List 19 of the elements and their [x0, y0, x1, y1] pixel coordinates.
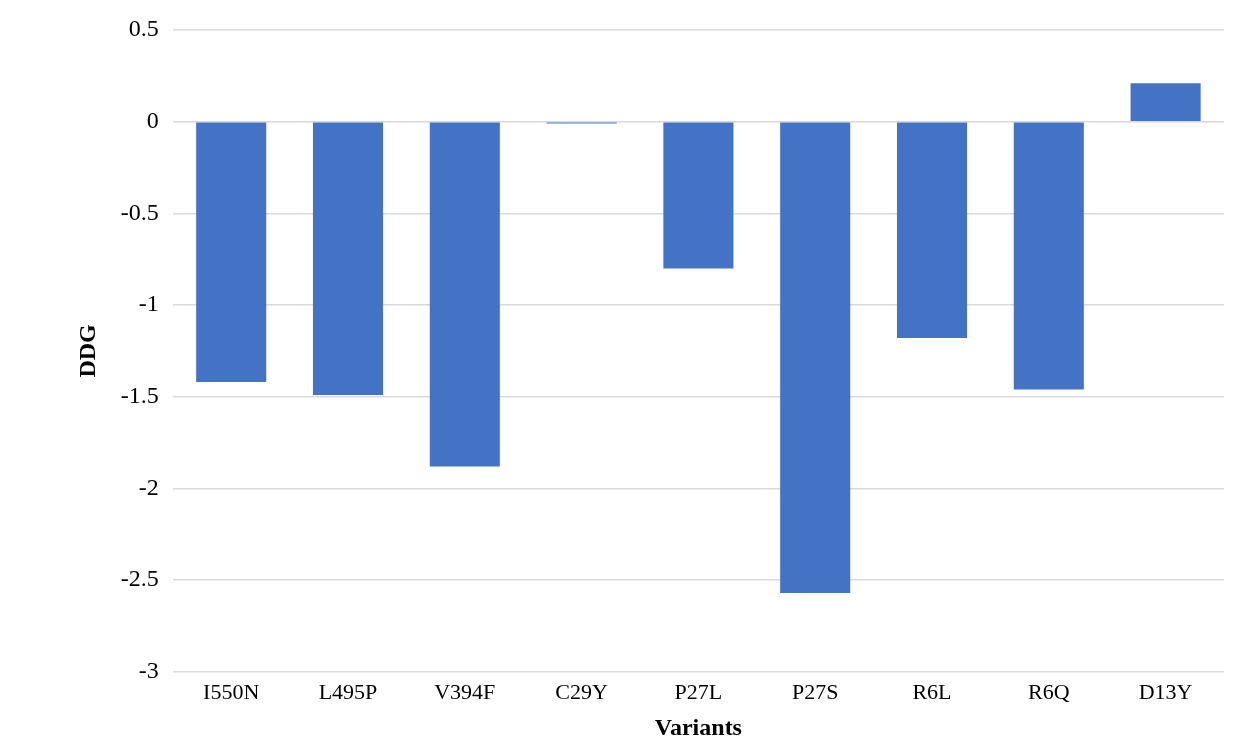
y-axis-title: DDG — [73, 323, 100, 378]
x-tick-label: P27L — [674, 678, 723, 704]
y-tick-label: -0.5 — [120, 198, 159, 225]
x-tick-label: V394F — [434, 678, 496, 704]
y-tick-label: -3 — [138, 657, 159, 684]
y-tick-label: -2.5 — [120, 565, 159, 592]
x-axis-title: Variants — [654, 713, 742, 740]
x-tick-label: D13Y — [1138, 678, 1193, 704]
y-tick-label: 0 — [146, 106, 159, 133]
x-tick-label: I550N — [203, 678, 260, 704]
x-tick-label: L495P — [318, 678, 378, 704]
y-tick-label: 0.5 — [128, 15, 159, 42]
x-tick-label: C29Y — [555, 678, 608, 704]
y-tick-label: -2 — [138, 473, 159, 500]
x-tick-label: R6L — [912, 678, 952, 704]
x-tick-label: P27S — [791, 678, 839, 704]
x-tick-label: R6Q — [1028, 678, 1070, 704]
y-tick-label: -1.5 — [120, 382, 159, 409]
y-tick-label: -1 — [138, 290, 159, 317]
